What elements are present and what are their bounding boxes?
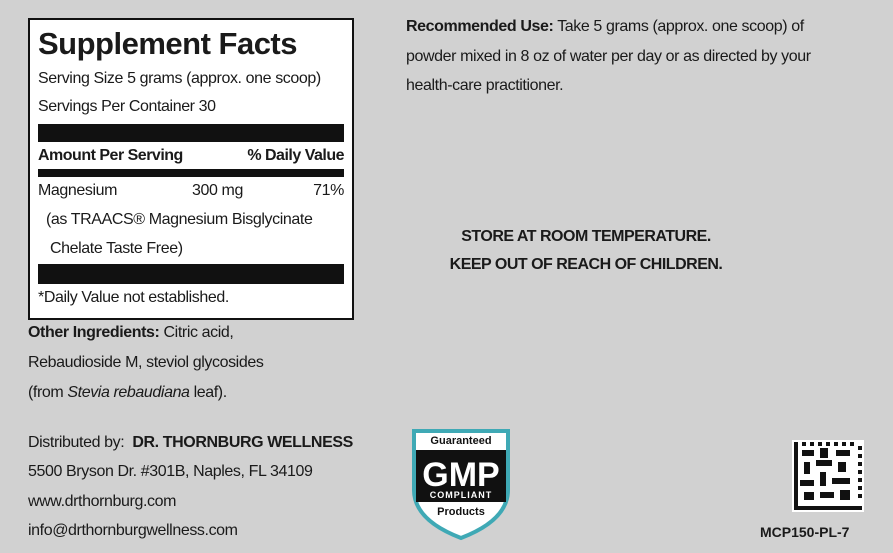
label: Other Ingredients: bbox=[28, 324, 160, 341]
nutrient-source: Chelate Taste Free) bbox=[50, 240, 183, 257]
nutrient-name: Magnesium bbox=[38, 182, 118, 199]
text: Citric acid, bbox=[163, 324, 234, 341]
warning: STORE AT ROOM TEMPERATURE. bbox=[461, 228, 711, 245]
text: Stevia rebaudiana bbox=[67, 384, 190, 401]
nutrient-source: (as TRAACS® Magnesium Bisglycinate bbox=[46, 211, 313, 228]
other-ingredients: (from Stevia rebaudiana leaf). bbox=[28, 384, 227, 402]
address: 5500 Bryson Dr. #301B, Naples, FL 34109 bbox=[28, 463, 313, 480]
name: DR. THORNBURG WELLNESS bbox=[132, 434, 353, 451]
thick-rule bbox=[38, 264, 344, 284]
warning: KEEP OUT OF REACH OF CHILDREN. bbox=[449, 256, 723, 273]
badge-top: Guaranteed bbox=[430, 435, 491, 447]
recommended-use: powder mixed in 8 oz of water per day or… bbox=[406, 48, 811, 65]
serving-size: Serving Size 5 grams (approx. one scoop) bbox=[38, 70, 321, 87]
text: leaf). bbox=[189, 384, 228, 401]
medium-rule bbox=[38, 169, 344, 177]
distributor: Distributed by: DR. THORNBURG WELLNESS bbox=[28, 434, 353, 452]
badge-main: GMP bbox=[422, 456, 499, 494]
gmp-badge: Guaranteed GMP COMPLIANT Products bbox=[412, 429, 510, 541]
servings-per-container: Servings Per Container 30 bbox=[38, 98, 216, 115]
facts-title: Supplement Facts bbox=[38, 26, 298, 61]
website: www.drthornburg.com bbox=[28, 493, 177, 510]
label: Recommended Use: bbox=[406, 18, 554, 35]
nutrient-amount: 300 mg bbox=[192, 182, 243, 199]
badge-bottom: Products bbox=[437, 506, 485, 518]
text: (from bbox=[28, 384, 68, 401]
code-modules bbox=[794, 442, 862, 510]
amount-header: Amount Per Serving bbox=[38, 147, 183, 164]
other-ingredients: Rebaudioside M, steviol glycosides bbox=[28, 354, 264, 371]
email: info@drthornburgwellness.com bbox=[28, 522, 238, 539]
badge-sub: COMPLIANT bbox=[430, 490, 493, 500]
text: Take 5 grams (approx. one scoop) of bbox=[557, 18, 804, 35]
recommended-use: Recommended Use: Take 5 grams (approx. o… bbox=[406, 18, 804, 36]
recommended-use: health-care practitioner. bbox=[406, 77, 564, 94]
footnote: *Daily Value not established. bbox=[38, 289, 229, 306]
thick-rule bbox=[38, 124, 344, 142]
nutrient-dv: 71% bbox=[313, 182, 344, 199]
product-code: MCP150-PL-7 bbox=[760, 524, 850, 540]
label: Distributed by: bbox=[28, 434, 125, 451]
matrix-code bbox=[792, 440, 864, 512]
other-ingredients: Other Ingredients: Citric acid, bbox=[28, 324, 234, 342]
dv-header: % Daily Value bbox=[247, 147, 344, 164]
supplement-facts: Supplement Facts Serving Size 5 grams (a… bbox=[28, 18, 354, 320]
badge-panel bbox=[416, 450, 506, 502]
